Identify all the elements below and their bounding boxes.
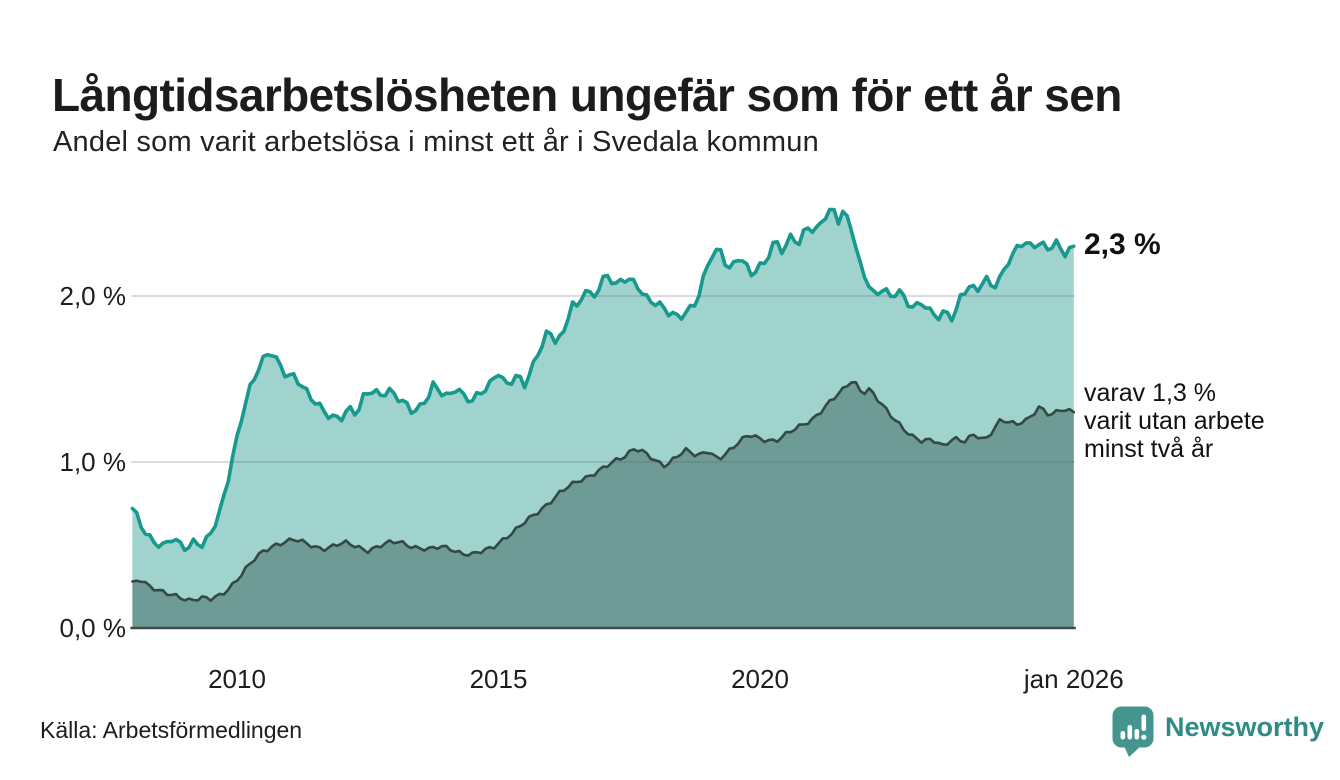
newsworthy-logo[interactable]: Newsworthy [1112, 706, 1324, 757]
annotation-line-1: varav 1,3 % [1084, 379, 1217, 407]
source-attribution: Källa: Arbetsförmedlingen [40, 717, 303, 743]
annotation-line-2: varit utan arbete [1084, 407, 1265, 435]
series-line-minst-tva-ar [131, 380, 1076, 602]
latest-secondary-value-label: varav 1,3 % varit utan arbete minst två … [1084, 379, 1265, 463]
annotation-line-3: minst två år [1084, 435, 1214, 463]
x-axis-tick-label: jan 2026 [1023, 664, 1124, 694]
series-line-minst-ett-ar [130, 207, 1076, 553]
y-axis-tick-label: 2,0 % [60, 281, 127, 311]
x-axis-tick-label: 2010 [208, 664, 266, 694]
newsworthy-wordmark: Newsworthy [1165, 712, 1325, 742]
newsworthy-bubble-chart-icon [1112, 706, 1154, 757]
latest-total-value-label: 2,3 % [1084, 228, 1161, 261]
x-axis-tick-label: 2020 [731, 664, 789, 694]
series-area-minst-tva-ar [132, 382, 1074, 628]
page-title: Långtidsarbetslösheten ungefär som för e… [52, 68, 1122, 121]
y-axis-tick-label: 0,0 % [60, 613, 127, 643]
y-axis-tick-label: 1,0 % [60, 447, 127, 477]
x-axis-tick-label: 2015 [470, 664, 528, 694]
page-subtitle: Andel som varit arbetslösa i minst ett å… [53, 126, 819, 158]
